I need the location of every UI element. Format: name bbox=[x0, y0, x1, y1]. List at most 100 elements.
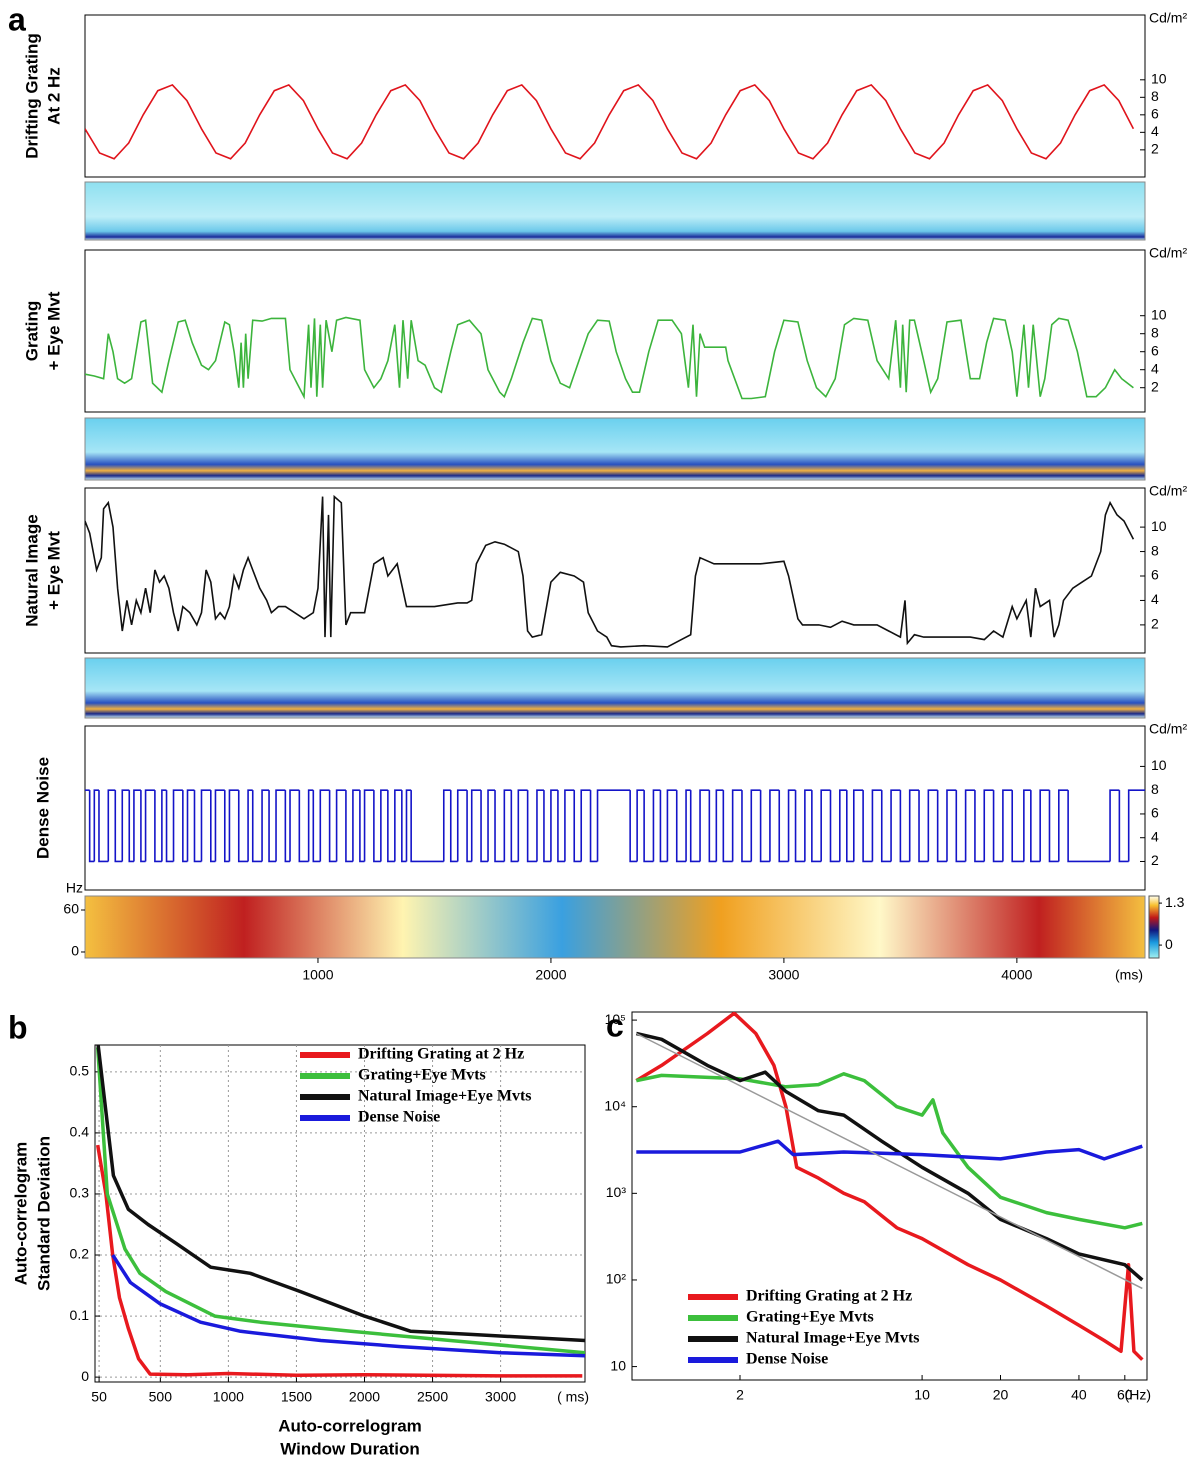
freq-tick-label: 60 bbox=[63, 901, 79, 917]
plot-frame bbox=[84, 249, 1146, 413]
y-tick-label: 4 bbox=[1151, 360, 1159, 376]
x-tick-label: 2000 bbox=[349, 1389, 380, 1405]
trace-step bbox=[114, 790, 123, 863]
trace-step bbox=[1118, 790, 1129, 863]
trace-step bbox=[182, 790, 188, 863]
trace-step bbox=[689, 790, 701, 863]
spectrogram bbox=[84, 417, 1146, 481]
trace-step bbox=[675, 790, 687, 863]
y-tick-label: 0.3 bbox=[70, 1185, 90, 1201]
x-tick-label: 20 bbox=[993, 1387, 1009, 1403]
panel-letter: c bbox=[606, 1007, 624, 1043]
trace-step bbox=[312, 790, 321, 863]
trace-step bbox=[1048, 790, 1059, 863]
trace-step bbox=[214, 789, 225, 862]
trace-step bbox=[121, 789, 130, 862]
y-tick-label: 10² bbox=[606, 1271, 627, 1287]
trace-step bbox=[210, 790, 216, 863]
y-tick-label: 2 bbox=[1151, 852, 1159, 868]
x-unit: ( ms) bbox=[557, 1389, 589, 1405]
trace-step bbox=[93, 789, 99, 862]
freq-tick-label: 0 bbox=[71, 943, 79, 959]
trace-step bbox=[261, 789, 270, 862]
trace-step bbox=[237, 790, 249, 863]
trace-step bbox=[1023, 789, 1031, 862]
x-unit: (Hz) bbox=[1125, 1387, 1151, 1403]
trace-step bbox=[307, 789, 314, 862]
trace-step bbox=[1002, 789, 1013, 862]
trace-step bbox=[405, 789, 412, 862]
trace-step bbox=[510, 790, 519, 863]
trace-step bbox=[107, 789, 116, 862]
trace-step bbox=[373, 790, 381, 863]
y-tick-label: 8 bbox=[1151, 781, 1159, 797]
legend-label: Natural Image+Eye Mvts bbox=[358, 1088, 532, 1105]
trace-step bbox=[284, 790, 291, 863]
trace-step bbox=[1067, 790, 1111, 863]
trace-step bbox=[172, 789, 183, 862]
y-tick-label: 4 bbox=[1151, 591, 1159, 607]
trace-step bbox=[596, 789, 631, 862]
trace-step bbox=[699, 789, 710, 862]
trace-step bbox=[890, 789, 901, 862]
legend-label: Drifting Grating at 2 Hz bbox=[746, 1288, 912, 1305]
trace-step bbox=[557, 790, 565, 863]
trace-step bbox=[652, 789, 661, 862]
trace-step bbox=[955, 790, 966, 863]
trace-step bbox=[480, 790, 489, 863]
trace-step bbox=[1058, 789, 1069, 862]
trace-step bbox=[140, 790, 146, 863]
y-tick-label: 10³ bbox=[606, 1184, 627, 1200]
panel-letter: b bbox=[8, 1009, 28, 1045]
y-tick-label: 10 bbox=[1151, 757, 1167, 773]
trace-step bbox=[456, 789, 468, 862]
trace-step bbox=[964, 789, 975, 862]
y-tick-label: 10 bbox=[1151, 518, 1167, 534]
y-label: Auto-correlogram bbox=[11, 1142, 30, 1286]
trace-step bbox=[442, 789, 451, 862]
x-tick-label: 10 bbox=[914, 1387, 930, 1403]
series-line bbox=[636, 1139, 1143, 1161]
y-tick-label: 4 bbox=[1151, 828, 1159, 844]
x-tick-label: 4000 bbox=[1001, 967, 1032, 983]
legend-label: Dense Noise bbox=[746, 1351, 828, 1368]
trace-step bbox=[908, 789, 920, 862]
trace-step bbox=[820, 789, 831, 862]
series-line bbox=[635, 1072, 1143, 1230]
plot-frame bbox=[84, 725, 1146, 891]
trace-step bbox=[1127, 789, 1145, 862]
trace-step bbox=[643, 790, 654, 863]
trace-step bbox=[731, 789, 742, 862]
trace-step bbox=[629, 790, 638, 863]
x-label: Auto-correlogram bbox=[278, 1416, 422, 1435]
trace-step bbox=[251, 790, 263, 863]
trace-step bbox=[228, 789, 239, 862]
trace-step bbox=[778, 790, 789, 863]
trace-step bbox=[666, 789, 677, 862]
trace-step bbox=[165, 790, 174, 863]
trace-step bbox=[936, 790, 947, 863]
y-tick-label: 0 bbox=[81, 1368, 89, 1384]
y-tick-label: 10 bbox=[1151, 71, 1167, 87]
trace-step bbox=[345, 790, 353, 863]
trace-step bbox=[659, 790, 668, 863]
trace-step bbox=[787, 789, 796, 862]
trace-step bbox=[470, 789, 482, 862]
y-tick-label: 6 bbox=[1151, 567, 1159, 583]
trace-step bbox=[871, 789, 882, 862]
x-label: Window Duration bbox=[280, 1439, 420, 1457]
series-line bbox=[95, 1047, 585, 1355]
trace-step bbox=[1011, 790, 1024, 863]
x-unit: (ms) bbox=[1115, 967, 1143, 983]
plot-frame bbox=[94, 1044, 586, 1383]
x-tick-label: 500 bbox=[149, 1389, 173, 1405]
x-tick-label: 1000 bbox=[302, 967, 333, 983]
spectrogram bbox=[84, 895, 1146, 959]
x-tick-label: 60 bbox=[1117, 1387, 1133, 1403]
freq-unit: Hz bbox=[66, 880, 83, 896]
legend-label: Grating+Eye Mvts bbox=[746, 1309, 874, 1326]
y-tick-label: 6 bbox=[1151, 106, 1159, 122]
trace-step bbox=[186, 789, 195, 862]
trace-line bbox=[85, 83, 1135, 160]
